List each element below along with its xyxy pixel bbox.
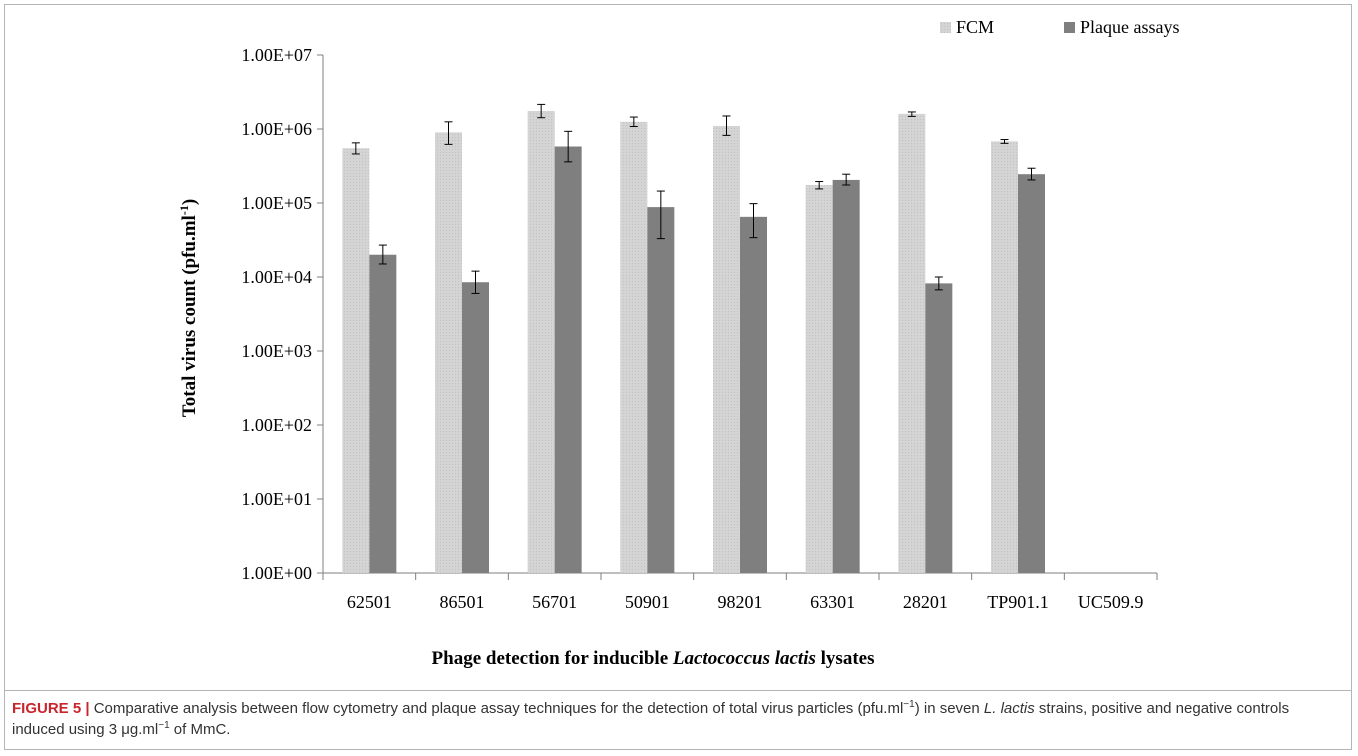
x-tick-label: 62501 [347,592,392,612]
figure-caption: FIGURE 5 | Comparative analysis between … [12,698,1342,740]
bar-fcm [620,121,648,573]
y-tick-label: 1.00E+01 [241,489,312,509]
x-tick-label: 56701 [532,592,577,612]
bar-plaque [369,254,397,573]
x-axis-label: Phage detection for inducible Lactococcu… [432,648,875,669]
caption-text-1: Comparative analysis between flow cytome… [89,700,904,717]
legend-label-fcm: FCM [956,17,994,37]
x-tick-label: UC509.9 [1078,592,1144,612]
figure-area: FCM Plaque assays 1.00E+00 1.00E+01 1.00E+0… [5,5,1351,691]
y-tick-label: 1.00E+02 [241,415,312,435]
figure-label: FIGURE 5 | [12,700,90,717]
bar-fcm [435,132,462,573]
y-tick-label: 1.00E+03 [241,341,312,361]
bar-plaque [1018,174,1045,573]
x-tick-label: 86501 [440,592,485,612]
y-tick-label: 1.00E+04 [241,267,312,287]
y-tick-label: 1.00E+05 [241,193,312,213]
caption-sup-1: −1 [903,699,915,710]
bar-fcm [898,113,926,574]
y-axis: 1.00E+00 1.00E+01 1.00E+02 1.00E+03 1.00E+04… [241,45,324,583]
bar-plaque [647,207,675,573]
y-tick-label: 1.00E+00 [241,563,312,583]
legend-swatch-plaque [1064,22,1075,33]
bar-plaque [925,283,953,573]
bar-plaque [554,146,582,573]
caption-text-2: ) in seven [914,700,984,717]
legend: FCM Plaque assays [940,17,1179,37]
y-axis-label: Total virus count (pfu.ml-1) [177,199,200,417]
bar-fcm [805,185,833,573]
error-bars [351,103,1036,294]
x-tick-label: TP901.1 [987,592,1049,612]
x-axis: 62501 86501 56701 50901 98201 63301 28201 TP901… [322,572,1158,612]
bar-fcm [991,141,1018,573]
bar-fcm [527,111,555,573]
bars [342,111,1045,574]
bar-fcm [342,148,370,573]
x-tick-label: 28201 [903,592,948,612]
bar-plaque [832,179,860,573]
legend-swatch-fcm [940,22,951,33]
x-tick-label: 63301 [810,592,855,612]
bar-fcm [713,125,740,573]
legend-label-plaque: Plaque assays [1080,17,1179,37]
caption-text-4: of MmC. [169,721,231,738]
x-tick-label: 98201 [718,592,763,612]
y-tick-label: 1.00E+06 [241,119,312,139]
caption-text-3: strains, positive and negative controls … [12,700,1290,738]
figure-frame [4,4,1352,750]
caption-sup-2: −1 [158,720,170,731]
bar-chart: FCM Plaque assays 1.00E+001.00E+011.00E+0… [177,17,1179,669]
y-tick-label: 1.00E+07 [241,45,312,65]
bar-plaque [740,216,767,573]
x-tick-label: 50901 [625,592,670,612]
caption-italic-species: L. lactis [983,700,1035,717]
bar-plaque [462,282,489,573]
